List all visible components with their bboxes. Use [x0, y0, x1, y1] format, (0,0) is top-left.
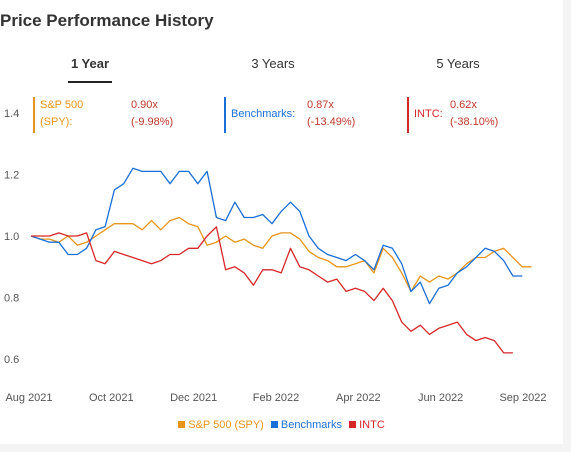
x-tick-label: Feb 2022	[253, 392, 299, 404]
price-performance-card: Price Performance History 1 Year 3 Years…	[0, 0, 563, 444]
spy-legend-symbol: (SPY):	[40, 116, 73, 128]
y-tick-label: 1.0	[4, 231, 19, 243]
benchmarks-legend-name: Benchmarks:	[231, 108, 296, 120]
intc-ratio: 0.62x	[450, 99, 477, 111]
x-tick-label: Aug 2021	[5, 392, 52, 404]
tab-5-years[interactable]: 5 Years	[436, 56, 480, 71]
chart-legend: S&P 500 (SPY) Benchmarks INTC	[0, 419, 563, 431]
tab-3-years[interactable]: 3 Years	[251, 56, 295, 71]
legend-item-benchmarks[interactable]: Benchmarks	[270, 419, 343, 431]
intc-legend-values: 0.62x (-38.10%)	[450, 97, 498, 131]
spy-square-icon	[178, 421, 186, 428]
series-line-intc[interactable]	[31, 226, 513, 354]
spy-change: (-9.98%)	[131, 116, 174, 128]
tab-1-year[interactable]: 1 Year	[70, 56, 110, 71]
intc-legend-bar	[407, 97, 409, 133]
benchmarks-ratio: 0.87x	[307, 99, 334, 111]
legend-intc-label: INTC	[359, 419, 385, 431]
y-tick-label: 0.6	[4, 354, 19, 366]
x-tick-label: Sep 2022	[499, 392, 546, 404]
series-line-s-p-500-spy[interactable]	[30, 216, 532, 293]
y-tick-label: 0.8	[4, 293, 19, 305]
y-axis-ticks: 0.6 0.8 1.0 1.2 1.4	[4, 108, 19, 366]
y-tick-label: 1.2	[4, 170, 19, 182]
x-tick-label: Apr 2022	[336, 392, 381, 404]
x-axis-ticks: Aug 2021 Oct 2021 Dec 2021 Feb 2022 Apr 2022…	[5, 392, 546, 404]
x-tick-label: Dec 2021	[170, 392, 217, 404]
series-line-benchmarks[interactable]	[30, 167, 523, 305]
spy-ratio: 0.90x	[131, 99, 158, 111]
spy-legend-bar	[33, 97, 35, 133]
intc-change: (-38.10%)	[450, 116, 499, 128]
chart-series	[30, 167, 532, 354]
price-performance-chart: 0.6 0.8 1.0 1.2 1.4 Aug 2021 Oct 2021 Dec 2021…	[4, 108, 547, 404]
legend-benchmarks-label: Benchmarks	[280, 419, 343, 431]
benchmarks-legend-bar	[224, 97, 226, 133]
page-title: Price Performance History	[0, 11, 214, 30]
x-tick-label: Jun 2022	[418, 392, 463, 404]
legend-item-spy[interactable]: S&P 500 (SPY)	[178, 419, 264, 431]
x-tick-label: Oct 2021	[89, 392, 134, 404]
spy-legend-name: S&P 500	[40, 99, 84, 111]
benchmarks-square-icon	[270, 421, 278, 428]
legend-spy-label: S&P 500 (SPY)	[188, 419, 264, 431]
benchmarks-legend-values: 0.87x (-13.49%)	[307, 97, 355, 131]
active-tab-underline	[68, 81, 112, 83]
benchmarks-change: (-13.49%)	[307, 116, 356, 128]
legend-item-intc[interactable]: INTC	[349, 419, 385, 431]
spy-legend-values: 0.90x (-9.98%)	[131, 97, 173, 131]
spy-legend-label: S&P 500 (SPY):	[40, 97, 83, 131]
intc-legend-name: INTC:	[414, 108, 443, 120]
y-tick-label: 1.4	[4, 108, 19, 120]
intc-square-icon	[349, 421, 357, 428]
